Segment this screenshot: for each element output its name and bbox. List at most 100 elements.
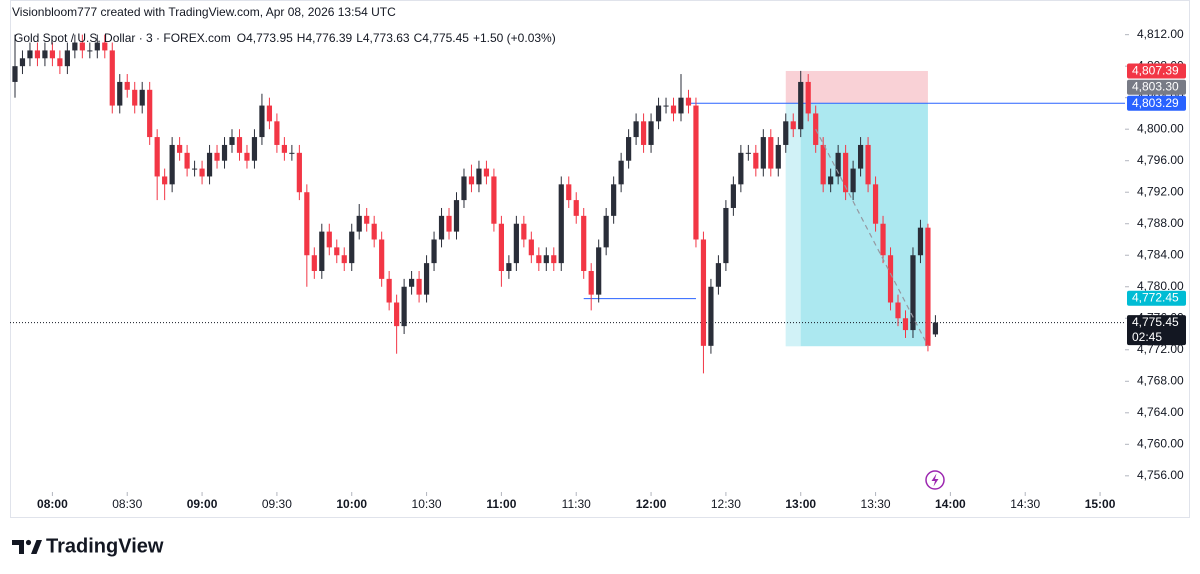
candle-body	[730, 184, 736, 208]
brand-name[interactable]: TradingView	[46, 535, 164, 557]
candle-body	[491, 176, 497, 224]
candle-body	[191, 168, 198, 170]
candle-body	[588, 270, 594, 295]
candle-body	[19, 58, 26, 67]
candle-body	[700, 239, 707, 346]
candle-body	[453, 200, 460, 232]
price-label-box	[1127, 290, 1186, 306]
candle-body	[49, 50, 56, 59]
candle-body	[214, 152, 220, 161]
plot-area	[10, 34, 1125, 374]
event-icon[interactable]	[925, 470, 945, 490]
candle-body	[334, 247, 340, 256]
candle-body	[27, 50, 33, 59]
candle-body	[753, 152, 759, 169]
candle-body	[640, 121, 647, 145]
candle-body	[932, 322, 939, 335]
candle-body	[745, 152, 751, 154]
price-label-box	[1127, 63, 1186, 79]
y-tick-label: 4,780.00	[1137, 279, 1184, 293]
candle-body	[573, 200, 579, 216]
candle-body	[476, 168, 482, 185]
price-label: 4,775.45	[1132, 315, 1179, 329]
candle-body	[887, 255, 894, 303]
x-tick-label: 08:00	[37, 497, 68, 511]
overlay	[815, 128, 929, 347]
candle-body	[715, 263, 722, 287]
candle-body	[199, 168, 205, 177]
candle-body	[865, 144, 871, 185]
candle-body	[925, 227, 931, 346]
y-tick-label: 4,792.00	[1137, 184, 1184, 198]
chart-title: Visionbloom777 created with TradingView.…	[12, 5, 396, 19]
candle-body	[723, 207, 729, 264]
x-tick-label: 14:30	[1010, 497, 1040, 511]
candle-body	[790, 121, 796, 130]
price-label: 4,803.29	[1132, 96, 1179, 110]
candle-body	[543, 255, 549, 264]
candle-body	[386, 278, 392, 303]
candle-body	[708, 286, 714, 346]
candle-body	[685, 97, 692, 106]
y-tick-label: 4,800.00	[1137, 121, 1184, 135]
candle-body	[147, 89, 153, 138]
legend-key: L	[356, 31, 363, 45]
x-tick-label: 13:00	[785, 497, 816, 511]
candle-body	[72, 42, 78, 51]
candle-body	[42, 50, 48, 59]
x-tick-label: 09:30	[262, 497, 292, 511]
candle-body	[364, 215, 370, 224]
candle-body	[917, 227, 924, 256]
x-tick-label: 13:30	[861, 497, 891, 511]
symbol-legend: Gold Spot / U.S. Dollar · 3 · FOREX.com O…	[14, 31, 556, 45]
candle-body	[663, 105, 669, 107]
candle-body	[596, 247, 602, 295]
candle-body	[109, 50, 115, 106]
candle-body	[251, 137, 258, 161]
x-tick-label: 11:00	[486, 497, 516, 511]
candle-body	[483, 168, 490, 177]
candle-body	[139, 89, 145, 106]
y-tick-label: 4,764.00	[1137, 405, 1184, 419]
x-tick-label: 12:00	[636, 497, 667, 511]
target-zone-head	[785, 103, 801, 347]
candle-body	[498, 223, 504, 271]
candle-body	[813, 113, 819, 145]
candle-body	[693, 105, 699, 240]
legend-value: 4,776.39	[305, 31, 352, 45]
candle-body	[895, 302, 901, 319]
candle-body	[857, 144, 864, 169]
candle-body	[850, 168, 856, 193]
candle-body	[843, 152, 849, 193]
candle-body	[304, 192, 310, 256]
candle-body	[184, 152, 190, 169]
legend-key: O	[237, 31, 246, 45]
legend-value: 4,775.45	[422, 31, 469, 45]
candle-body	[416, 278, 422, 295]
candle-body	[461, 176, 467, 201]
candle-body	[528, 239, 534, 256]
x-tick-label: 12:30	[711, 497, 741, 511]
brand-logo[interactable]	[12, 539, 42, 554]
candle-body	[236, 137, 243, 153]
candle-body	[341, 255, 347, 264]
candle-body	[446, 215, 452, 232]
candle-body	[371, 223, 377, 240]
candle-body	[169, 144, 175, 185]
x-tick-label: 08:30	[112, 497, 142, 511]
candle-body	[162, 176, 168, 185]
candle-body	[79, 42, 85, 51]
candle-body	[423, 263, 430, 295]
x-tick-label: 11:30	[562, 497, 591, 511]
candle-body	[401, 286, 407, 327]
candle-body	[259, 105, 265, 138]
price-label-box	[1127, 315, 1186, 346]
candle-body	[468, 176, 475, 185]
candle-body	[738, 152, 744, 185]
candle-body	[633, 121, 639, 138]
candle-body	[558, 184, 564, 264]
legend-key: H	[297, 31, 306, 45]
candle-body	[506, 263, 512, 271]
candle-body	[221, 144, 228, 161]
candle-body	[266, 105, 273, 122]
